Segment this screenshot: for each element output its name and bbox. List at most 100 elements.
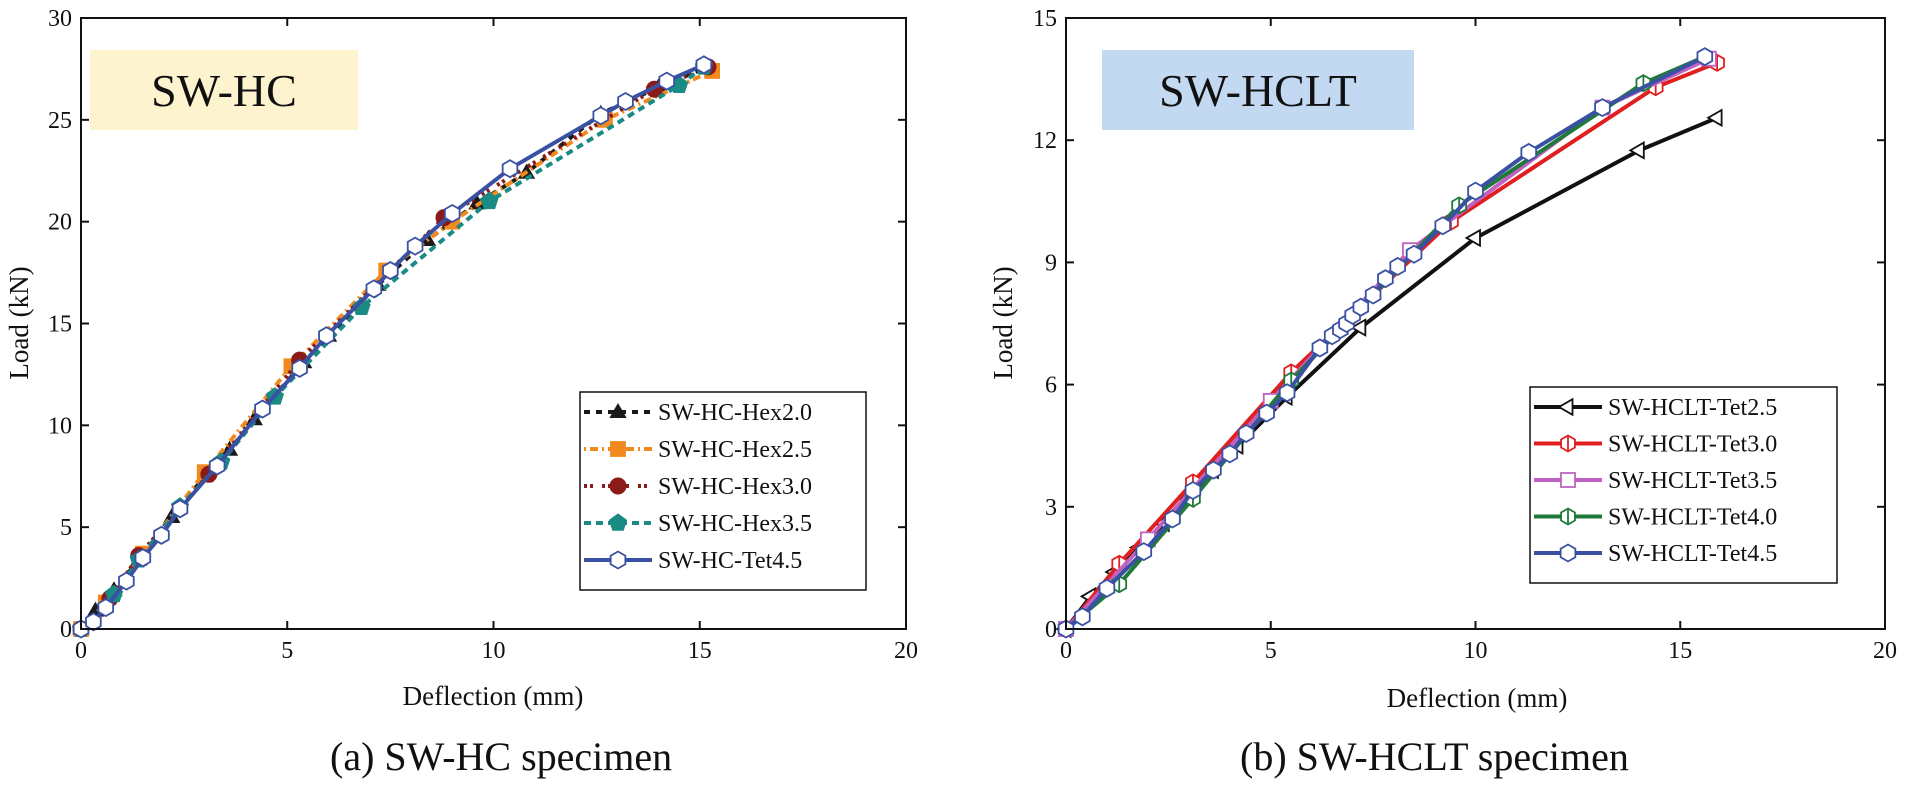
chart-panel-sw-hc: SW-HC 0 5 10 15 20 0 5 10 15 20 25 30 Deflection (m… — [4, 6, 918, 711]
y-tick-label-sw-hc: 5 — [60, 515, 72, 541]
legend-label-sw-hc-tet4-5: SW-HC-Tet4.5 — [658, 548, 802, 574]
legend-label-sw-hclt-tet3-5: SW-HCLT-Tet3.5 — [1608, 468, 1777, 494]
data-point-sw-hclt-tet4-5 — [1237, 423, 1255, 444]
legend-label-sw-hclt-tet2-5: SW-HCLT-Tet2.5 — [1608, 395, 1777, 421]
x-tick-label-sw-hclt: 15 — [1668, 638, 1692, 664]
data-point-sw-hc-tet4-5 — [118, 571, 135, 591]
legend-label-sw-hclt-tet4-5: SW-HCLT-Tet4.5 — [1608, 541, 1777, 567]
legend-label-sw-hc-hex2-5: SW-HC-Hex2.5 — [658, 437, 812, 463]
legend-marker-sw-hc-tet4-5 — [609, 550, 627, 570]
data-point-sw-hc-tet4-5 — [171, 499, 189, 519]
y-axis-label-sw-hc: Load (kN) — [4, 266, 34, 379]
legend-item-sw-hc-tet4-5: SW-HC-Tet4.5 — [584, 548, 802, 574]
legend-marker-sw-hc-hex3-5 — [608, 513, 628, 531]
data-point-sw-hclt-tet4-5 — [1405, 244, 1423, 264]
legend-item-sw-hc-hex3-5: SW-HC-Hex3.5 — [584, 511, 812, 537]
legend-label-sw-hc-hex3-5: SW-HC-Hex3.5 — [658, 511, 812, 537]
data-point-sw-hclt-tet4-5 — [1098, 578, 1116, 598]
y-tick-label-sw-hclt: 15 — [1033, 6, 1057, 32]
legend-label-sw-hclt-tet4-0: SW-HCLT-Tet4.0 — [1608, 505, 1777, 531]
x-tick-label-sw-hclt: 10 — [1464, 638, 1488, 664]
data-point-sw-hc-tet4-5 — [658, 71, 676, 91]
data-point-sw-hclt-tet4-5 — [1278, 383, 1296, 403]
y-tick-label-sw-hc: 25 — [48, 108, 72, 134]
legend-label-sw-hclt-tet3-0: SW-HCLT-Tet3.0 — [1608, 432, 1777, 458]
data-point-sw-hc-tet4-5 — [97, 598, 115, 618]
legend-marker-sw-hclt-tet2-5 — [1557, 397, 1574, 417]
data-point-sw-hclt-tet4-5 — [1352, 297, 1370, 317]
legend-label-sw-hc-hex3-0: SW-HC-Hex3.0 — [658, 474, 812, 500]
y-tick-label-sw-hc: 30 — [48, 6, 72, 32]
legend-item-sw-hc-hex2-5: SW-HC-Hex2.5 — [584, 437, 812, 463]
x-tick-label-sw-hclt: 5 — [1265, 638, 1277, 664]
legend-marker-sw-hclt-tet4-5 — [1559, 543, 1577, 563]
data-point-sw-hc-tet4-5 — [208, 456, 226, 476]
data-point-sw-hc-tet4-5 — [318, 326, 335, 346]
data-point-sw-hc-tet4-5 — [501, 159, 519, 179]
x-axis-label-sw-hc: Deflection (mm) — [403, 681, 584, 711]
y-axis-label-sw-hclt: Load (kN) — [988, 266, 1018, 379]
data-point-sw-hclt-tet4-5 — [1434, 216, 1451, 236]
legend-item-sw-hclt-tet3-0: SW-HCLT-Tet3.0 — [1534, 432, 1777, 458]
data-point-sw-hclt-tet4-5 — [1377, 269, 1394, 289]
x-tick-label-sw-hc: 20 — [894, 638, 918, 664]
y-tick-label-sw-hc: 15 — [48, 312, 72, 338]
legend-item-sw-hclt-tet4-5: SW-HCLT-Tet4.5 — [1534, 541, 1777, 567]
legend-marker-sw-hc-hex3-0 — [609, 477, 627, 495]
legend-label-sw-hc-hex2-0: SW-HC-Hex2.0 — [658, 400, 812, 426]
data-point-sw-hclt-tet4-5 — [1520, 142, 1537, 162]
legend-item-sw-hc-hex3-0: SW-HC-Hex3.0 — [584, 474, 812, 500]
caption-sw-hclt: (b) SW-HCLT specimen — [1240, 734, 1629, 779]
data-point-sw-hclt-tet4-5 — [1467, 181, 1484, 201]
data-point-sw-hc-tet4-5 — [254, 399, 271, 419]
data-point-sw-hc-tet4-5 — [592, 106, 610, 126]
data-point-sw-hc-tet4-5 — [695, 55, 713, 75]
y-tick-label-sw-hclt: 6 — [1045, 373, 1057, 399]
legend-item-sw-hc-hex2-0: SW-HC-Hex2.0 — [584, 400, 812, 426]
data-point-sw-hclt-tet4-5 — [1258, 403, 1275, 423]
data-point-sw-hclt-tet4-5 — [1221, 444, 1239, 464]
y-tick-label-sw-hclt: 0 — [1045, 617, 1057, 643]
data-point-sw-hclt-tet4-5 — [1696, 47, 1714, 67]
data-point-sw-hclt-tet4-5 — [1364, 285, 1382, 305]
legend-item-sw-hclt-tet2-5: SW-HCLT-Tet2.5 — [1534, 395, 1777, 421]
y-tick-label-sw-hclt: 12 — [1033, 128, 1057, 154]
legend-item-sw-hclt-tet3-5: SW-HCLT-Tet3.5 — [1534, 468, 1777, 494]
y-tick-label-sw-hclt: 9 — [1045, 250, 1057, 276]
legend-marker-sw-hc-hex2-0 — [609, 402, 627, 418]
x-tick-label-sw-hc: 15 — [688, 638, 712, 664]
data-point-sw-hc-tet4-5 — [617, 91, 634, 112]
y-tick-label-sw-hclt: 3 — [1045, 495, 1057, 521]
x-tick-label-sw-hc: 5 — [281, 638, 293, 664]
data-point-sw-hc-tet4-5 — [365, 279, 383, 299]
legend-box-sw-hclt — [1529, 386, 1838, 584]
data-point-sw-hclt-tet2-5 — [1706, 108, 1723, 128]
title-box-sw-hc — [90, 50, 358, 130]
data-point-sw-hclt-tet4-5 — [1389, 256, 1406, 277]
data-point-sw-hc-tet4-5 — [134, 548, 152, 568]
data-point-sw-hc-hex3-5 — [480, 191, 499, 210]
y-tick-label-sw-hc: 20 — [48, 210, 72, 236]
x-tick-label-sw-hc: 10 — [482, 638, 506, 664]
data-point-sw-hclt-tet2-5 — [1628, 141, 1645, 160]
data-point-sw-hc-tet4-5 — [153, 525, 170, 545]
data-point-sw-hclt-tet2-5 — [1464, 228, 1481, 248]
data-point-sw-hclt-tet4-5 — [1164, 509, 1181, 529]
data-point-sw-hc-tet4-5 — [406, 236, 424, 256]
legend-marker-sw-hclt-tet4-0 — [1560, 507, 1576, 526]
y-tick-label-sw-hc: 0 — [60, 617, 72, 643]
data-point-sw-hc-tet4-5 — [443, 203, 461, 224]
data-point-sw-hclt-tet4-5 — [1074, 607, 1091, 627]
x-tick-label-sw-hclt: 0 — [1060, 638, 1072, 664]
x-tick-label-sw-hclt: 20 — [1873, 638, 1897, 664]
x-tick-label-sw-hc: 0 — [75, 638, 87, 664]
data-point-sw-hc-tet4-5 — [291, 358, 308, 378]
chart-title-sw-hc: SW-HC — [151, 65, 297, 116]
legend-box-sw-hc — [579, 391, 867, 591]
legend-marker-sw-hc-hex2-5 — [610, 441, 626, 457]
chart-title-sw-hclt: SW-HCLT — [1159, 65, 1357, 116]
caption-sw-hc: (a) SW-HC specimen — [330, 734, 673, 779]
data-point-sw-hclt-tet4-5 — [1135, 542, 1153, 562]
legend-marker-sw-hclt-tet3-5 — [1560, 472, 1576, 488]
